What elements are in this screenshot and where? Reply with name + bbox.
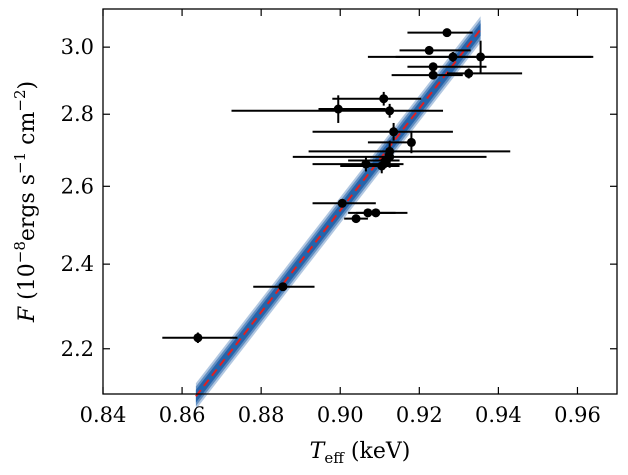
y-axis-label-exp2: −1 — [11, 152, 29, 174]
y-axis-label-part1: (10 — [15, 263, 40, 307]
fit-line — [195, 28, 482, 397]
x-axis-label-unit: (keV) — [344, 439, 410, 464]
y-axis-label-part3: cm — [15, 111, 40, 151]
data-point-17 — [424, 45, 434, 55]
data-point-4 — [363, 208, 373, 218]
data-point-5 — [371, 208, 381, 218]
data-point-20 — [428, 70, 438, 80]
data-point-18 — [448, 52, 458, 62]
x-tick-label-0: 0.84 — [80, 403, 127, 427]
y-tick-label-4: 3.0 — [61, 35, 94, 59]
data-point-14 — [381, 155, 391, 165]
data-point-7 — [379, 94, 389, 104]
data-point-3 — [351, 214, 361, 224]
y-axis-label-exp3: −2 — [11, 89, 29, 111]
x-tick-label-2: 0.88 — [238, 403, 285, 427]
x-tick-label-5: 0.94 — [475, 403, 522, 427]
x-axis-label: Teff (keV) — [310, 439, 411, 467]
data-point-9 — [389, 127, 399, 137]
x-tick-label-3: 0.90 — [317, 403, 364, 427]
fit-band-layer — [195, 16, 481, 410]
data-point-1 — [278, 282, 288, 292]
y-axis-label-exp1: −8 — [11, 241, 29, 263]
data-point-12 — [361, 159, 371, 169]
data-points-layer — [193, 28, 486, 343]
fit-band-2 — [195, 23, 481, 403]
y-tick-label-1: 2.4 — [61, 252, 94, 276]
y-axis-label-part4: ) — [15, 81, 40, 90]
data-point-2 — [337, 198, 347, 208]
x-axis-label-var: T — [310, 439, 327, 464]
y-tick-label-3: 2.8 — [61, 102, 94, 126]
y-tick-label-2: 2.6 — [61, 174, 94, 198]
plot-frame — [102, 8, 618, 395]
y-axis-label-var: F — [15, 306, 40, 323]
x-tick-label-1: 0.86 — [159, 403, 206, 427]
x-axis-label-sub: eff — [324, 449, 345, 467]
error-bars-layer — [162, 29, 594, 344]
fit-line-layer — [195, 28, 482, 397]
data-point-21 — [464, 68, 474, 78]
data-point-6 — [333, 104, 343, 114]
x-tick-label-4: 0.92 — [396, 403, 443, 427]
data-point-0 — [193, 333, 203, 343]
tick-labels-layer: 0.84 0.86 0.88 0.90 0.92 0.94 0.96 2.2 2.4 2.6 2.8… — [61, 35, 601, 427]
x-tick-label-6: 0.96 — [554, 403, 601, 427]
data-point-8 — [385, 106, 395, 116]
data-point-16 — [442, 28, 452, 38]
y-axis-label-part2: ergs s — [15, 174, 40, 241]
ticks-layer — [102, 9, 617, 394]
y-axis-label: F (10−8ergs s−1 cm−2) — [11, 81, 40, 323]
y-tick-label-0: 2.2 — [61, 337, 94, 361]
data-point-19 — [428, 62, 438, 72]
data-point-22 — [476, 52, 486, 62]
data-point-15 — [406, 137, 416, 147]
